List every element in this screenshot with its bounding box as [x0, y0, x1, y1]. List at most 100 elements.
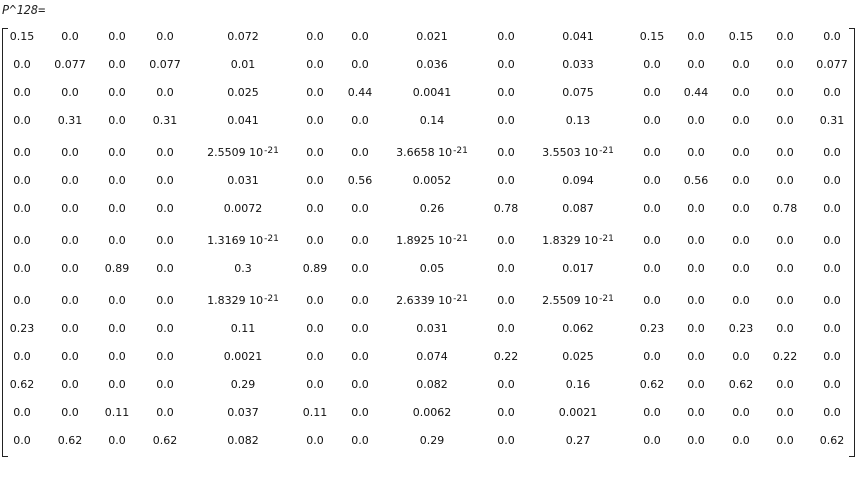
- matrix-cell: 0.0: [156, 294, 174, 307]
- matrix-cell: 0.0072: [223, 202, 263, 215]
- matrix-cell: 3.5503 10-21: [542, 146, 614, 160]
- matrix-cell: 0.0: [13, 114, 31, 127]
- matrix-cell: 0.0: [156, 146, 174, 159]
- matrix-cell: 1.8329 10-21: [207, 294, 279, 308]
- matrix-cell: 0.082: [416, 378, 448, 391]
- matrix-cell: 0.0: [306, 378, 324, 391]
- matrix-cell: 0.62: [728, 378, 754, 391]
- matrix-cell: 0.041: [227, 114, 259, 127]
- matrix-cell: 0.0: [497, 146, 515, 159]
- matrix-cell: 0.0: [497, 434, 515, 447]
- matrix-cell: 0.15: [639, 30, 665, 43]
- matrix-cell: 0.0: [687, 350, 705, 363]
- matrix-cell: 0.0: [497, 294, 515, 307]
- matrix-cell: 0.0: [687, 322, 705, 335]
- matrix-cell: 0.0: [732, 262, 750, 275]
- matrix-cell: 0.0: [351, 234, 369, 247]
- matrix-cell: 0.0: [732, 174, 750, 187]
- matrix-cell: 0.077: [54, 58, 86, 71]
- matrix-cell: 0.0: [13, 234, 31, 247]
- matrix-cell: 0.0: [687, 234, 705, 247]
- matrix-cell: 0.0: [156, 202, 174, 215]
- matrix-cell: 0.0: [643, 294, 661, 307]
- matrix-cell: 0.0: [306, 146, 324, 159]
- matrix-cell: 0.0: [156, 350, 174, 363]
- matrix-cell: 0.0: [108, 234, 126, 247]
- matrix-cell: 2.5509 10-21: [207, 146, 279, 160]
- matrix-cell: 0.0: [13, 294, 31, 307]
- matrix-cell: 0.13: [565, 114, 591, 127]
- matrix-cell: 0.0: [13, 406, 31, 419]
- matrix-cell: 0.021: [416, 30, 448, 43]
- matrix-cell: 0.0: [776, 322, 794, 335]
- matrix-cell: 0.0: [13, 434, 31, 447]
- matrix-cell: 0.0: [351, 322, 369, 335]
- cell-mantissa: 1.8925 10: [396, 234, 453, 247]
- cell-exponent: -21: [264, 146, 279, 156]
- matrix-cell: 0.0052: [412, 174, 452, 187]
- matrix-cell: 0.0: [156, 322, 174, 335]
- matrix-cell: 0.0: [776, 294, 794, 307]
- matrix-cell: 0.0: [156, 262, 174, 275]
- matrix-cell: 0.22: [493, 350, 519, 363]
- matrix-cell: 0.3: [234, 262, 252, 275]
- matrix-cell: 0.094: [562, 174, 594, 187]
- matrix-cell: 0.31: [57, 114, 83, 127]
- matrix-cell: 0.0: [497, 262, 515, 275]
- matrix-cell: 0.0: [643, 350, 661, 363]
- matrix-cell: 0.0: [156, 86, 174, 99]
- cell-exponent: -21: [264, 234, 279, 244]
- matrix-cell: 0.0: [108, 202, 126, 215]
- matrix-cell: 0.017: [562, 262, 594, 275]
- matrix-cell: 0.025: [227, 86, 259, 99]
- cell-exponent: -21: [599, 146, 614, 156]
- matrix-cell: 0.0: [108, 30, 126, 43]
- matrix-cell: 1.8925 10-21: [396, 234, 468, 248]
- matrix-cell: 0.0: [776, 146, 794, 159]
- matrix-cell: 0.0: [13, 262, 31, 275]
- matrix-cell: 0.0: [61, 322, 79, 335]
- matrix-cell: 0.0: [61, 234, 79, 247]
- matrix-cell: 0.56: [347, 174, 373, 187]
- matrix-cell: 0.0: [108, 378, 126, 391]
- cell-mantissa: 1.8329 10: [542, 234, 599, 247]
- matrix-cell: 0.0: [776, 406, 794, 419]
- matrix-cell: 0.0: [108, 350, 126, 363]
- matrix-cell: 0.62: [819, 434, 845, 447]
- matrix-cell: 0.036: [416, 58, 448, 71]
- matrix-cell: 0.0: [687, 434, 705, 447]
- matrix-cell: 0.0: [156, 406, 174, 419]
- matrix-cell: 0.0: [306, 114, 324, 127]
- matrix-cell: 0.031: [416, 322, 448, 335]
- matrix-cell: 0.0: [823, 294, 841, 307]
- matrix-cell: 0.0: [61, 406, 79, 419]
- matrix-cell: 0.0: [108, 146, 126, 159]
- matrix-cell: 0.0: [61, 350, 79, 363]
- matrix-cell: 0.0: [306, 294, 324, 307]
- matrix-cell: 0.0021: [223, 350, 263, 363]
- matrix-cell: 0.0: [643, 58, 661, 71]
- matrix-cell: 0.0: [823, 406, 841, 419]
- cell-mantissa: 1.8329 10: [207, 294, 264, 307]
- matrix-cell: 0.0: [306, 86, 324, 99]
- matrix-cell: 3.6658 10-21: [396, 146, 468, 160]
- matrix-cell: 0.26: [419, 202, 445, 215]
- matrix-cell: 0.0: [61, 378, 79, 391]
- matrix-cell: 0.0: [13, 86, 31, 99]
- cell-exponent: -21: [599, 294, 614, 304]
- matrix-cell: 0.0: [306, 322, 324, 335]
- matrix-cell: 0.16: [565, 378, 591, 391]
- matrix-cell: 0.0: [61, 202, 79, 215]
- matrix-cell: 0.31: [819, 114, 845, 127]
- matrix-cell: 0.89: [302, 262, 328, 275]
- matrix-cell: 0.0: [351, 202, 369, 215]
- matrix-cell: 0.0: [687, 406, 705, 419]
- matrix-cell: 0.0: [643, 114, 661, 127]
- matrix-cell: 0.0: [823, 86, 841, 99]
- matrix-cell: 0.62: [639, 378, 665, 391]
- matrix-cell: 0.0: [732, 58, 750, 71]
- matrix-cell: 0.077: [149, 58, 181, 71]
- matrix-cell: 0.0: [351, 30, 369, 43]
- matrix-cell: 0.0: [306, 234, 324, 247]
- matrix-cell: 0.56: [683, 174, 709, 187]
